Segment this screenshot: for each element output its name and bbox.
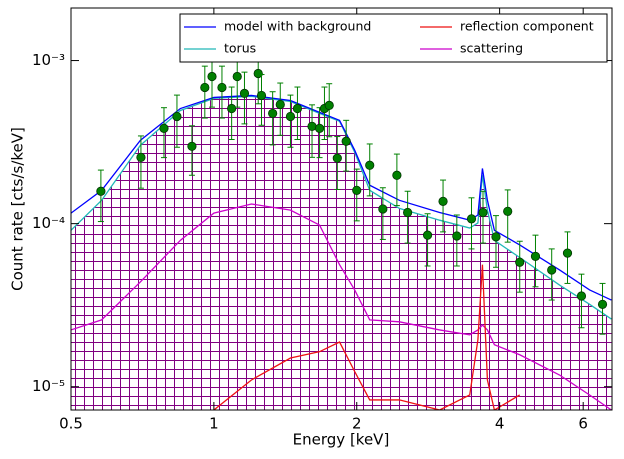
data-point — [352, 185, 362, 195]
data-point — [403, 207, 413, 218]
data-point — [159, 123, 169, 133]
data-point — [232, 71, 242, 82]
data-point — [547, 265, 557, 275]
legend-box — [179, 13, 608, 63]
data-point — [515, 257, 525, 267]
data-point — [503, 206, 513, 216]
data-point — [332, 153, 342, 163]
series-line — [71, 95, 612, 320]
x-axis-label: Energy [keV] — [293, 431, 390, 449]
hatch-area — [71, 96, 612, 410]
x-tick-label: 0.5 — [59, 415, 83, 433]
x-tick-label: 6 — [578, 415, 588, 433]
legend-label: torus — [224, 41, 256, 56]
y-tick-label: 10⁻³ — [32, 51, 65, 69]
data-point — [275, 99, 285, 110]
data-point — [576, 291, 587, 301]
plot-area — [71, 51, 612, 410]
data-point — [314, 123, 325, 133]
data-point — [530, 251, 541, 261]
data-point — [422, 230, 433, 240]
x-tick-label: 4 — [495, 415, 505, 433]
legend-label: reflection component — [460, 19, 594, 34]
data-point — [172, 111, 182, 122]
x-tick-label: 2 — [352, 415, 362, 433]
y-axis-label: Count rate [cts/s/keV] — [9, 127, 27, 291]
data-point — [324, 100, 334, 110]
data-point — [207, 71, 217, 82]
data-point — [491, 232, 501, 242]
series-line — [71, 94, 612, 301]
data-point — [227, 103, 237, 114]
data-point — [217, 82, 227, 93]
data-point — [341, 136, 351, 146]
legend-label: scattering — [460, 41, 523, 56]
y-tick-label: 10⁻⁴ — [32, 214, 65, 232]
data-point — [253, 68, 263, 79]
data-point — [268, 108, 278, 119]
y-tick-label: 10⁻⁵ — [32, 377, 65, 395]
series-line — [213, 264, 521, 410]
x-tick-label: 1 — [209, 415, 219, 433]
data-point — [365, 160, 375, 170]
data-point — [452, 231, 462, 241]
data-point — [438, 196, 448, 206]
data-point — [466, 214, 477, 224]
data-point — [562, 248, 573, 258]
data-point — [239, 88, 250, 98]
data-point — [597, 299, 608, 309]
data-point — [285, 111, 296, 122]
data-point — [256, 90, 267, 101]
data-point — [200, 82, 210, 93]
data-point — [96, 186, 106, 196]
data-point — [378, 204, 388, 214]
series-line — [71, 203, 612, 410]
data-point — [292, 103, 303, 114]
legend-label: model with background — [224, 19, 371, 34]
plot-frame — [70, 7, 613, 411]
data-point — [392, 170, 402, 180]
data-point — [478, 207, 488, 218]
data-point — [307, 121, 317, 131]
data-point — [187, 141, 197, 151]
data-point — [136, 152, 146, 162]
